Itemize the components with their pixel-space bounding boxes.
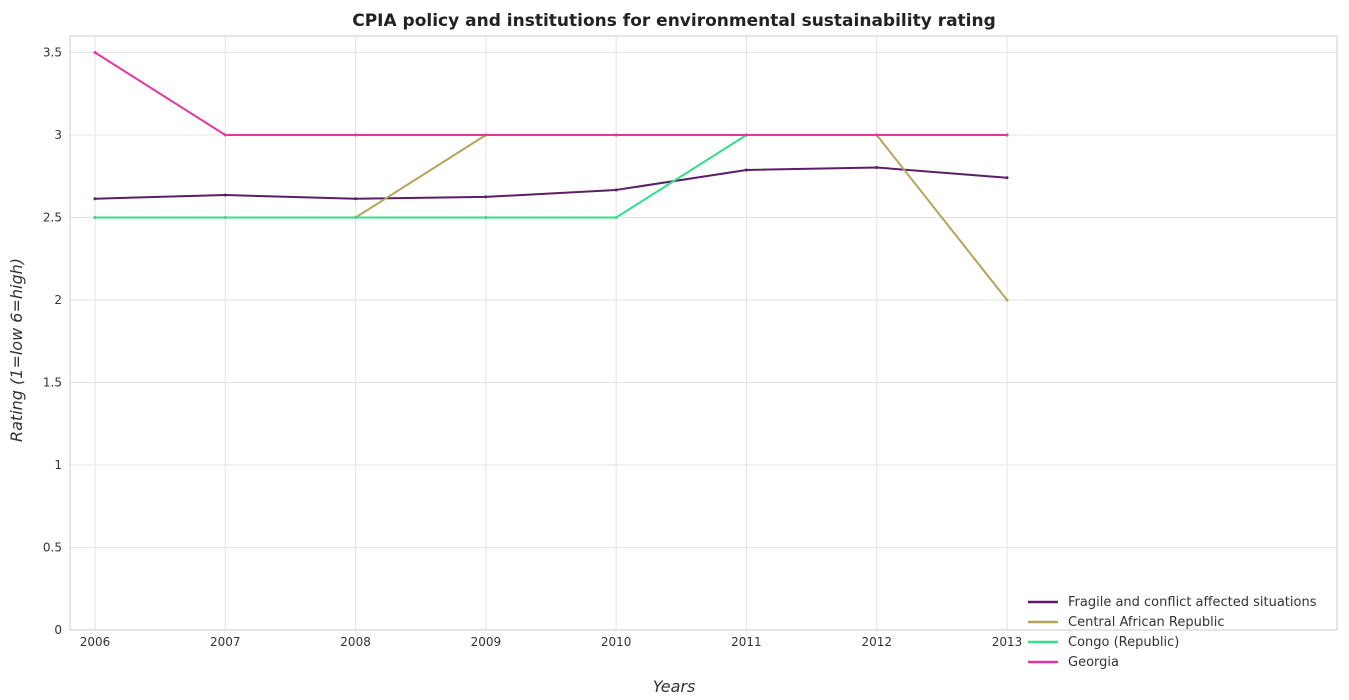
chart-title: CPIA policy and institutions for environ… xyxy=(352,11,996,31)
x-tick-label: 2012 xyxy=(861,635,892,649)
x-tick-label: 2010 xyxy=(601,635,632,649)
legend: Fragile and conflict affected situations… xyxy=(1028,595,1317,670)
series-lines xyxy=(93,51,1009,302)
data-point xyxy=(223,133,227,137)
x-tick-label: 2007 xyxy=(210,635,241,649)
series-line-georgia xyxy=(94,51,1007,136)
y-tick-label: 3 xyxy=(54,128,62,142)
y-tick-label: 3.5 xyxy=(43,46,62,60)
data-point xyxy=(744,133,748,137)
legend-label: Central African Republic xyxy=(1068,615,1224,630)
data-point xyxy=(875,133,879,137)
y-tick-label: 0.5 xyxy=(43,541,62,555)
y-tick-label: 1.5 xyxy=(43,376,62,390)
data-point xyxy=(484,133,488,137)
data-point xyxy=(223,193,227,197)
y-tick-label: 2.5 xyxy=(43,211,62,225)
data-point xyxy=(1005,176,1009,180)
y-tick-label: 2 xyxy=(54,293,62,307)
y-axis-title: Rating (1=low 6=high) xyxy=(7,258,26,442)
data-point xyxy=(744,168,748,172)
data-point xyxy=(93,197,97,201)
grid-lines xyxy=(70,36,1337,631)
series-line-fragile-and-conflict-affected-situations xyxy=(94,166,1008,200)
y-tick-label: 0 xyxy=(54,623,62,637)
data-point xyxy=(93,216,97,219)
plot-area-frame xyxy=(69,35,1338,631)
x-tick-label: 2013 xyxy=(992,635,1023,649)
data-point xyxy=(875,166,879,170)
data-point xyxy=(93,51,97,54)
y-axis-ticks: 0 0.5 1 1.5 2 2.5 3 3.5 xyxy=(43,46,62,638)
y-tick-label: 1 xyxy=(54,458,62,472)
data-point xyxy=(484,216,488,219)
x-tick-label: 2011 xyxy=(731,635,762,649)
x-axis-title: Years xyxy=(653,677,696,696)
data-point xyxy=(354,216,358,219)
data-point xyxy=(1005,298,1009,302)
x-tick-label: 2006 xyxy=(80,635,111,649)
data-point xyxy=(614,133,618,137)
x-tick-label: 2008 xyxy=(340,635,371,649)
legend-label: Georgia xyxy=(1068,655,1119,670)
series-line-congo-republic xyxy=(95,134,1007,219)
legend-label: Congo (Republic) xyxy=(1068,635,1179,650)
legend-label: Fragile and conflict affected situations xyxy=(1068,595,1317,610)
data-point xyxy=(223,216,227,219)
data-point xyxy=(1005,133,1009,137)
data-point xyxy=(614,216,618,219)
data-point xyxy=(484,195,488,199)
data-point xyxy=(354,133,358,137)
data-point xyxy=(614,188,618,192)
data-point xyxy=(354,197,358,201)
x-tick-label: 2009 xyxy=(471,635,502,649)
x-axis-ticks: 2006 2007 2008 2009 2010 2011 2012 2013 xyxy=(80,635,1023,649)
